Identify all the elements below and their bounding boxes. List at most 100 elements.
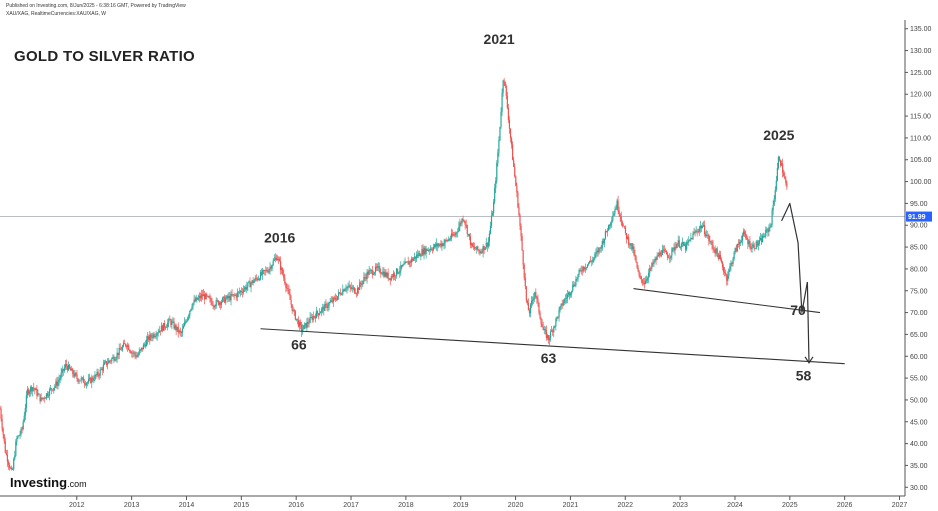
x-axis-ticks[interactable]: 2012 2013 2014 2015 2016 2017 2018 2019 2020 2021…: [69, 496, 907, 509]
price-tag-background: [906, 211, 932, 222]
candle-body: [393, 273, 396, 277]
candle-body: [543, 329, 545, 331]
candle-body: [503, 80, 505, 82]
candle-body: [215, 300, 217, 307]
candle-body: [260, 272, 263, 275]
candle-body: [178, 330, 180, 333]
candle-body: [585, 267, 588, 269]
y-tick-label: 70.00: [910, 310, 928, 317]
candle-body: [119, 348, 121, 350]
candle-body: [688, 239, 690, 243]
candle-body: [167, 322, 169, 327]
header-symbol-line: XAU/XAG, RealtimeCurrencies:XAU/XAG, W: [6, 11, 106, 17]
candle-body: [666, 251, 668, 255]
candle-body: [375, 266, 378, 268]
candle-body: [148, 336, 150, 341]
candle-body: [117, 352, 119, 356]
candle-body: [755, 241, 757, 249]
candle-body: [272, 260, 274, 266]
candle-body: [334, 297, 337, 300]
candle-body: [264, 270, 266, 271]
candle-body: [571, 290, 573, 294]
candle-body: [406, 261, 408, 263]
annotations: 2016 66 2021 63 2025 70 58: [264, 31, 811, 383]
candle-body: [112, 356, 114, 359]
candle-body: [399, 270, 401, 273]
candle-body: [759, 238, 762, 241]
candle-body: [100, 368, 102, 370]
candle-body: [547, 335, 550, 341]
candle-body: [350, 287, 352, 289]
annotation-label: 70: [790, 302, 806, 318]
candle-body: [142, 344, 145, 350]
candle-body: [50, 388, 52, 390]
candle-body: [689, 239, 691, 241]
candle-body: [181, 328, 184, 333]
candle-body: [114, 359, 116, 361]
candle-body: [783, 172, 785, 177]
candle-body: [477, 246, 479, 251]
candle-body: [344, 289, 346, 292]
candle-body: [567, 292, 570, 295]
candle-body: [429, 248, 431, 251]
candle-body: [541, 324, 543, 327]
candle-body: [120, 349, 122, 351]
candle-body: [362, 280, 364, 285]
candle-body: [716, 248, 718, 254]
candle-body: [171, 321, 173, 325]
candle-body: [47, 395, 50, 397]
candle-body: [467, 233, 469, 235]
candle-body: [692, 233, 694, 240]
candle-body: [195, 297, 197, 302]
candle-body: [490, 215, 493, 227]
y-tick-label: 110.00: [910, 135, 931, 142]
candle-body: [767, 229, 769, 232]
candle-body: [1, 418, 3, 429]
candle-body: [378, 266, 380, 267]
candle-body: [617, 200, 619, 211]
candle-body: [96, 371, 98, 376]
candle-body: [206, 293, 208, 297]
candle-body: [480, 251, 482, 254]
candle-body: [366, 271, 368, 280]
y-tick-label: 120.00: [910, 92, 932, 99]
candle-body: [407, 261, 409, 265]
candle-body: [563, 299, 565, 303]
y-axis-ticks[interactable]: 30.00 35.00 40.00 45.00 50.00 55.00 60.00 65.00…: [905, 26, 932, 492]
candle-body: [634, 254, 636, 257]
price-tag-value: 91.99: [908, 214, 926, 221]
candle-body: [385, 272, 387, 277]
candle-body: [58, 379, 60, 382]
candle-body: [645, 279, 648, 281]
candle-body: [729, 266, 731, 270]
candle-body: [471, 243, 474, 247]
candle-body: [536, 296, 538, 299]
candle-body: [219, 302, 222, 305]
candle-body: [64, 364, 66, 368]
candle-body: [544, 329, 546, 331]
candle-body: [226, 295, 228, 299]
y-tick-label: 125.00: [910, 70, 932, 77]
y-tick-label: 95.00: [910, 201, 928, 208]
candle-body: [368, 270, 370, 275]
header-publish-line: Published on Investing.com, 8/Jun/2025 -…: [6, 3, 186, 9]
candle-body: [83, 382, 85, 384]
candle-body: [647, 277, 649, 280]
candle-body: [496, 163, 498, 181]
candle-body: [323, 306, 325, 311]
candle-body: [498, 140, 500, 153]
logo-main: Investing: [10, 475, 67, 490]
candle-body: [341, 294, 343, 296]
candle-body: [209, 297, 211, 299]
candle-body: [470, 243, 473, 246]
candle-body: [340, 292, 342, 295]
candle-body: [548, 338, 551, 341]
y-tick-label: 85.00: [910, 245, 928, 252]
candle-body: [765, 229, 767, 237]
candle-body: [656, 255, 658, 260]
candle-body: [674, 246, 676, 251]
candle-body: [221, 297, 224, 302]
x-tick-label: 2021: [563, 502, 579, 509]
candle-body: [574, 285, 576, 287]
candle-body: [263, 270, 265, 271]
